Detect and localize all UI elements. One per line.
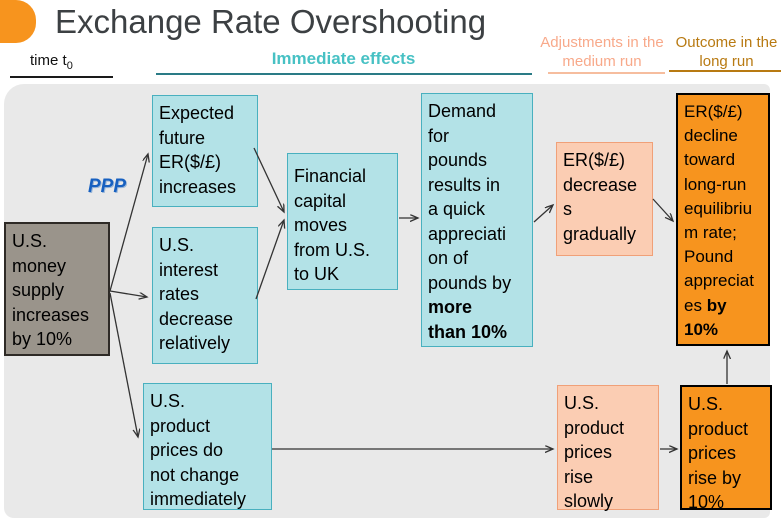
box-expected-er-increases: Expected future ER($/£) increases [152,95,258,207]
box-er-decline-long-run: ER($/£) decline toward long-run equilibr… [676,93,770,346]
er-decline-bold-text: by 10% [684,295,727,339]
box-er-decreases-gradually: ER($/£) decrease s gradually [556,142,653,256]
time-underline [10,76,113,78]
box-prices-rise-slowly: U.S. product prices rise slowly [557,385,659,511]
immediate-effects-underline [156,73,532,75]
column-header-long-run: Outcome in the long run [675,34,778,70]
long-run-underline [669,70,781,72]
medium-run-underline [548,72,665,74]
box-prices-no-change: U.S. product prices do not change immedi… [143,383,272,510]
demand-bold-text: more than 10% [428,297,508,342]
box-financial-capital-moves: Financial capital moves from U.S. to UK [287,153,398,290]
box-demand-for-pounds: Demand for pounds results in a quick app… [421,93,533,347]
accent-pill-shape [0,0,36,43]
column-header-immediate-effects: Immediate effects [271,49,416,68]
column-header-time: time t0 [30,51,110,76]
ppp-label: PPP [88,176,127,197]
box-money-supply: U.S. money supply increases by 10% [4,222,110,356]
er-decline-text: ER($/£) decline toward long-run equilibr… [684,102,754,315]
column-header-medium-run: Adjustments in the medium run [540,34,664,70]
page-title: Exchange Rate Overshooting [55,3,487,40]
time-label: time t [30,52,67,69]
demand-text: Demand for pounds results in a quick app… [428,101,512,293]
box-interest-rates-decrease: U.S. interest rates decrease relatively [152,227,258,364]
box-prices-rise-10pct: U.S. product prices rise by 10% [680,385,772,512]
time-subscript: 0 [66,60,73,72]
